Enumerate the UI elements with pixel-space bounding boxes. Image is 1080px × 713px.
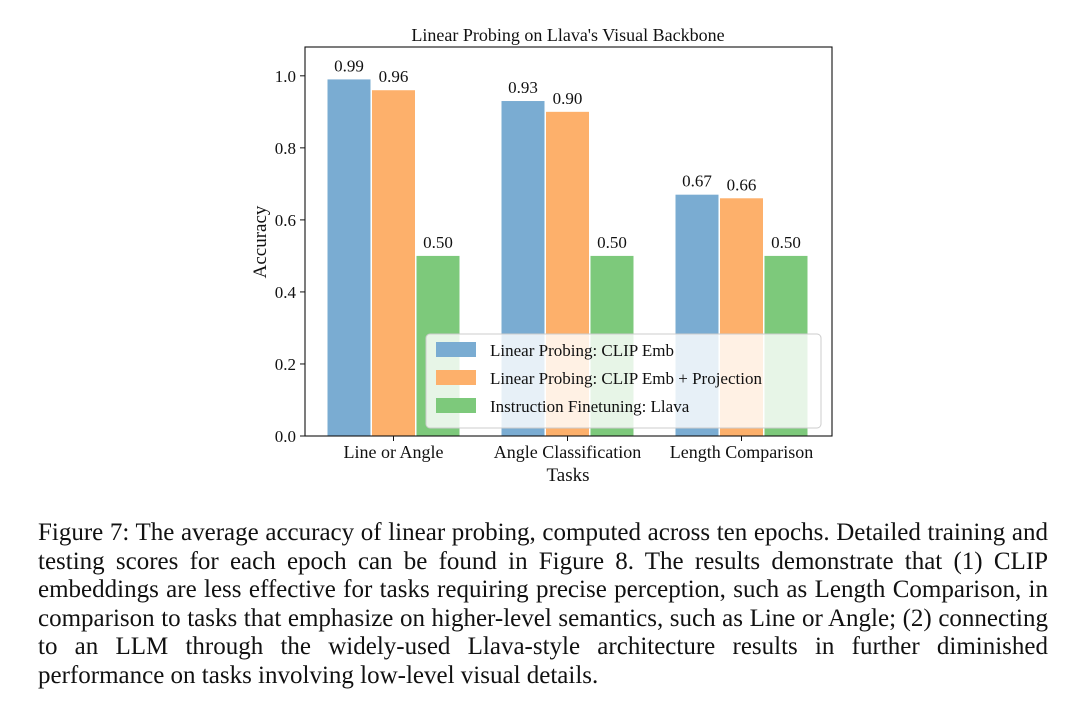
bar-value-label: 0.96 [379,67,409,86]
plot-frame [304,46,833,437]
y-tick-label: 1.0 [275,67,296,86]
x-axis-label: Tasks [546,465,589,486]
legend: Linear Probing: CLIP Emb Linear Probing: … [425,333,822,429]
bar-value-label: 0.50 [771,233,801,252]
legend-label: Linear Probing: CLIP Emb [490,341,674,360]
y-tick-label: 0.8 [275,139,296,158]
bar-chart: Linear Probing on Llava's Visual Backbon… [250,25,833,486]
legend-swatch [436,370,476,385]
legend-swatch [436,398,476,413]
bar-labels-layer: 0.99 0.93 0.67 0.96 0.90 0.66 0.50 0.50 0.50 [334,56,801,251]
legend-label: Instruction Finetuning: Llava [490,397,690,416]
bar-value-label: 0.99 [334,56,364,75]
bar-value-label: 0.93 [508,78,538,97]
y-tick-label: 0.4 [275,283,297,302]
legend-swatch [436,342,476,357]
bar-1-1 [327,79,371,437]
y-tick-label: 0.2 [275,355,296,374]
x-tick-label: Length Comparison [670,442,813,462]
legend-label: Linear Probing: CLIP Emb + Projection [490,369,762,388]
bar-value-label: 0.67 [682,172,712,191]
chart-title: Linear Probing on Llava's Visual Backbon… [411,25,724,45]
x-tick-label: Line or Angle [344,442,444,462]
bar-2-1 [372,90,415,436]
bar-value-label: 0.50 [597,233,627,252]
y-tick-label: 0.0 [275,427,296,446]
bar-value-label: 0.90 [553,89,583,108]
x-tick-label: Angle Classification [494,442,641,462]
axes-layer: 0.0 0.2 0.4 0.6 0.8 1.0 Line or Angle Angle Cla… [275,46,833,462]
bar-value-label: 0.66 [727,175,757,194]
y-tick-label: 0.6 [275,211,296,230]
y-axis-label: Accuracy [250,205,271,278]
bar-value-label: 0.50 [423,233,453,252]
figure-caption: Figure 7: The average accuracy of linear… [38,519,1048,689]
legend-box [425,333,822,429]
